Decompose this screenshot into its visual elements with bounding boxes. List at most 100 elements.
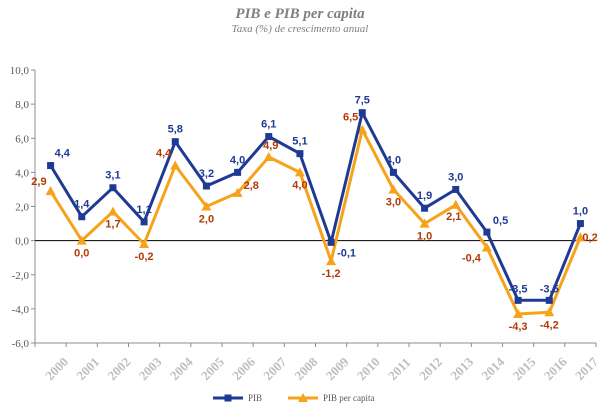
pib-per-capita-data-label: 0,0 (74, 248, 89, 260)
pib-marker (296, 150, 304, 158)
pib-per-capita-data-label: -1,2 (322, 268, 341, 280)
y-tick-label: 6,0 (15, 133, 29, 145)
pib-per-capita-data-label: 4,9 (263, 140, 278, 152)
x-tick-label: 2000 (42, 354, 71, 383)
pib-data-label: 4,0 (386, 154, 401, 166)
x-tick-label: 2007 (260, 354, 289, 383)
y-tick-label: 0,0 (15, 236, 29, 248)
pib-per-capita-marker (357, 124, 368, 134)
pib-data-label: 1,0 (573, 206, 588, 218)
pib-data-label: 3,2 (199, 168, 214, 180)
y-tick-label: 8,0 (15, 99, 29, 111)
pib-data-label: -3,5 (540, 283, 559, 295)
legend-pib-label: PIB (248, 393, 262, 403)
pib-data-label: 5,8 (168, 124, 183, 136)
pib-per-capita-marker (419, 218, 430, 228)
x-tick-label: 2012 (416, 354, 445, 383)
pib-per-capita-marker (263, 152, 274, 162)
pib-marker (358, 109, 366, 117)
x-tick-label: 2015 (510, 354, 539, 383)
legend-pib-per-capita-marker (298, 393, 308, 402)
pib-per-capita-data-label: -4,2 (540, 319, 559, 331)
pib-marker (234, 168, 242, 176)
y-tick-label: 10,0 (10, 65, 30, 77)
pib-data-label: 1,4 (74, 199, 90, 211)
pib-per-capita-marker (544, 307, 555, 317)
pib-data-label: -3,5 (509, 283, 528, 295)
pib-per-capita-data-label: 4,4 (156, 148, 172, 160)
pib-marker (78, 213, 86, 221)
pib-per-capita-data-label: 3,0 (386, 196, 401, 208)
pib-data-label: 4,4 (55, 148, 71, 160)
x-tick-label: 2004 (167, 354, 196, 383)
pib-per-capita-data-label: 2,1 (446, 211, 461, 223)
x-tick-label: 2005 (198, 354, 227, 383)
legend-pib-marker (224, 394, 232, 402)
series-line-pib-per-capita (49, 128, 582, 316)
pib-per-capita-data-label: -0,2 (135, 251, 154, 263)
pib-marker (576, 220, 584, 228)
pib-marker (483, 228, 491, 236)
x-tick-label: 2008 (291, 354, 320, 383)
legend: PIB PIB per capita (213, 393, 374, 403)
pib-per-capita-marker (107, 206, 118, 216)
pib-data-label: 1,9 (417, 190, 432, 202)
x-tick-label: 2010 (354, 354, 383, 383)
pib-per-capita-marker (139, 239, 150, 249)
chart-subtitle: Taxa (%) de crescimento anual (232, 23, 369, 35)
legend-pib-per-capita-label: PIB per capita (323, 393, 374, 403)
y-tick-label: 4,0 (15, 167, 29, 179)
x-tick-label: 2016 (541, 354, 570, 383)
pib-per-capita-data-label: 1,0 (417, 231, 432, 243)
pib-data-label: 3,0 (448, 171, 463, 183)
pib-per-capita-marker (201, 201, 212, 211)
pib-per-capita-marker (513, 308, 524, 318)
pib-marker (389, 168, 397, 176)
pib-per-capita-marker (294, 167, 305, 177)
pib-per-capita-data-label: 0,2 (582, 232, 597, 244)
pib-marker (109, 184, 117, 192)
x-tick-label: 2013 (447, 354, 476, 383)
data-labels: 4,4 1,4 3,1 1,1 5,8 3,2 4,0 6,1 5,1 -0,1 7,5 4,0 1,9… (31, 95, 597, 333)
pib-marker (545, 296, 553, 304)
series-line-pib (49, 111, 582, 302)
y-tick-label: -2,0 (12, 270, 30, 282)
pib-data-label: 3,1 (105, 170, 120, 182)
x-tick-label: 2003 (136, 354, 165, 383)
pib-marker (452, 185, 460, 193)
pib-marker (327, 238, 335, 246)
pib-per-capita-marker (450, 199, 461, 209)
pib-per-capita-marker (388, 184, 399, 194)
pib-marker (140, 218, 148, 226)
pib-per-capita-marker (76, 235, 87, 245)
pib-per-capita-data-label: -0,4 (462, 252, 482, 264)
pib-per-capita-marker (45, 186, 56, 196)
pib-marker (202, 182, 210, 190)
pib-per-capita-data-label: 2,0 (199, 214, 214, 226)
y-tick-label: -4,0 (12, 304, 30, 316)
pib-marker (265, 133, 273, 141)
pib-per-capita-marker (170, 160, 181, 170)
pib-marker (47, 162, 55, 170)
x-tick-label: 2006 (229, 354, 258, 383)
pib-per-capita-marker (481, 242, 492, 252)
pib-data-label: 4,0 (230, 154, 245, 166)
pib-per-capita-data-label: 2,9 (31, 176, 46, 188)
pib-marker (171, 138, 179, 146)
pib-data-label: 0,5 (493, 215, 508, 227)
pib-per-capita-marker (232, 187, 243, 197)
pib-marker (421, 204, 429, 212)
pib-per-capita-data-label: 4,0 (292, 179, 307, 191)
x-tick-label: 2002 (104, 354, 133, 383)
y-tick-label: 2,0 (15, 202, 29, 214)
pib-per-capita-data-label: -4,3 (509, 321, 528, 333)
pib-per-capita-marker (575, 232, 586, 242)
pib-data-label: 1,1 (136, 204, 151, 216)
x-tick-label: 2009 (323, 354, 352, 383)
pib-per-capita-data-label: 2,8 (244, 180, 259, 192)
series-layer (45, 109, 586, 318)
pib-data-label: 7,5 (355, 95, 370, 107)
pib-per-capita-marker (326, 256, 337, 266)
